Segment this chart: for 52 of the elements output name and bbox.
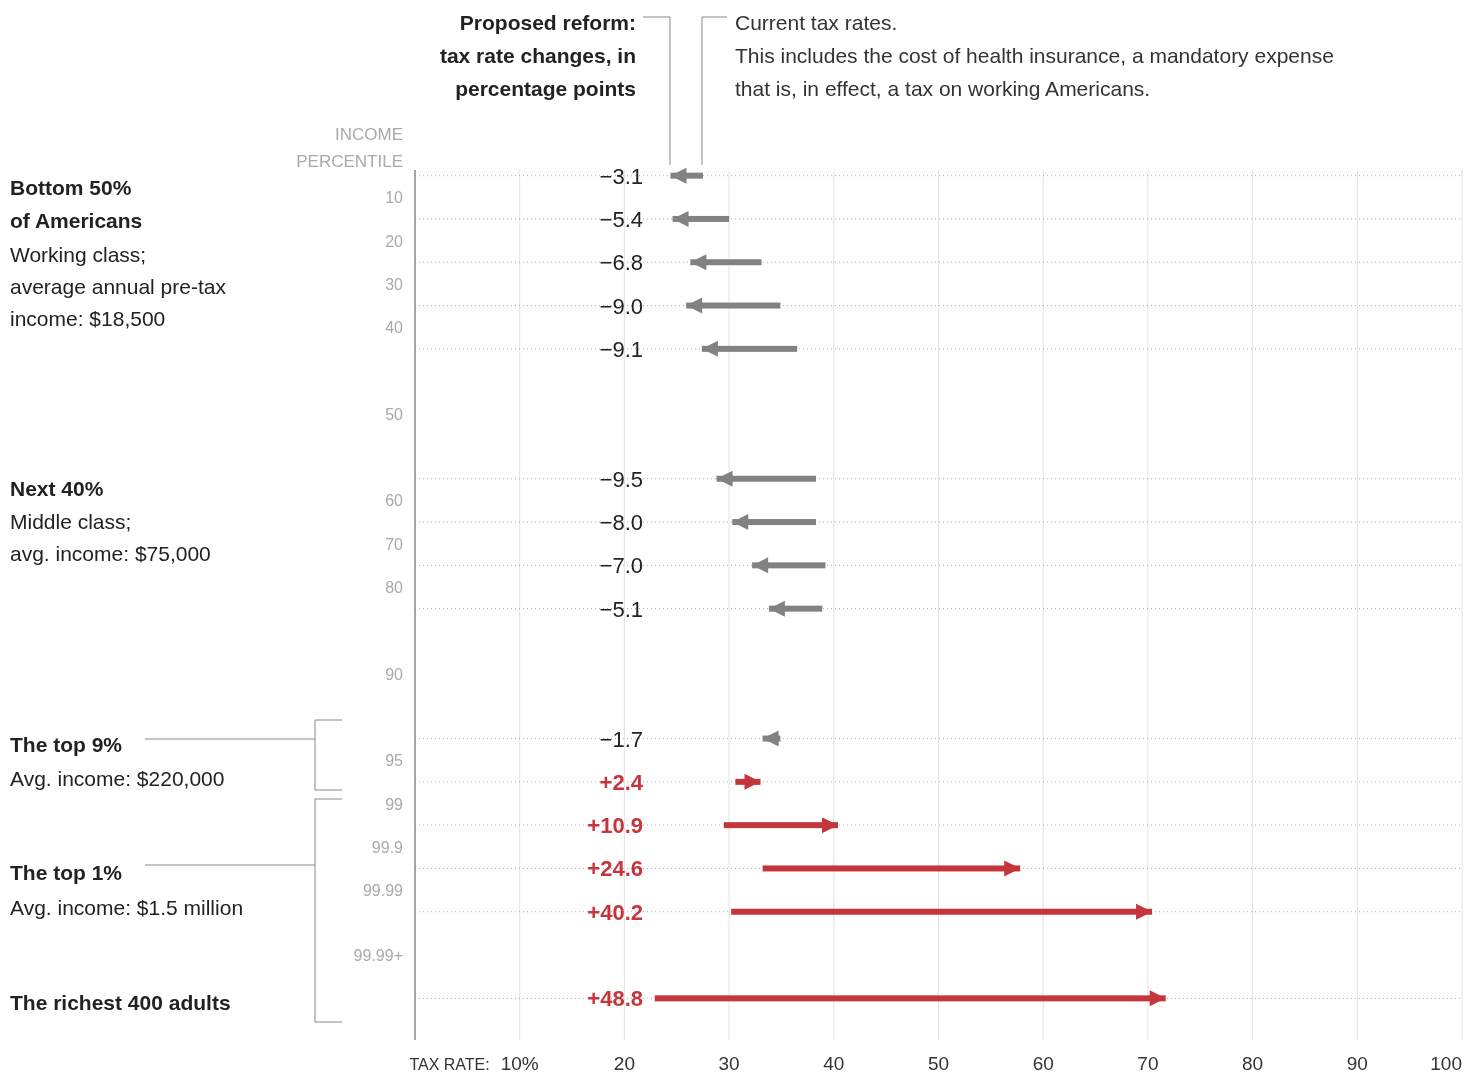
x-tick-label: 50: [927, 1053, 950, 1074]
data-label: +2.4: [599, 769, 644, 795]
text: Next 40%: [10, 477, 104, 500]
text: 40: [385, 319, 404, 337]
text: Bottom 50% of Americans: [10, 176, 143, 232]
x-tick-label: 100: [1430, 1053, 1462, 1074]
x-tick-label: 40: [823, 1053, 845, 1074]
text: 95: [385, 752, 404, 770]
text: 30: [385, 275, 404, 293]
text: Middle class; avg. income: $75,000: [10, 510, 211, 565]
data-label: −5.4: [599, 206, 643, 232]
text: The top 9%: [10, 733, 123, 756]
text: The top 1%: [10, 861, 123, 884]
x-axis-title: TAX RATE:: [409, 1056, 490, 1073]
x-tick-label: 70: [1137, 1053, 1159, 1074]
data-label: −1.7: [599, 726, 643, 752]
data-label: −9.1: [599, 336, 643, 362]
text: 99.9: [371, 838, 404, 856]
x-tick-label: 90: [1346, 1053, 1368, 1074]
x-tick-label: 30: [718, 1053, 740, 1074]
text: 99.99: [362, 882, 404, 900]
text: 99: [385, 795, 404, 813]
text: 99.99+: [353, 947, 403, 965]
text: Avg. income: $1.5 million: [10, 896, 244, 919]
text: 70: [385, 535, 404, 553]
text: Working class; average annual pre-tax income: $18,500: [10, 243, 227, 330]
x-tick-label: 60: [1032, 1053, 1054, 1074]
text: The richest 400 adults: [10, 991, 231, 1014]
text: Current tax rates. This includes the cost of health insurance, a mandatory expense that is, in effect, a tax on working Americans.: [735, 11, 1334, 100]
data-label: −5.1: [599, 596, 643, 622]
text: 80: [385, 579, 404, 596]
data-label: −8.0: [599, 510, 643, 536]
x-tick-label: 10%: [500, 1053, 539, 1074]
text: Proposed reform: tax rate changes, in percentage points: [439, 11, 636, 100]
text: 50: [385, 405, 404, 423]
data-label: +40.2: [587, 899, 643, 925]
data-label: −9.5: [599, 466, 643, 492]
text: 60: [385, 492, 404, 510]
data-label: −7.0: [599, 553, 643, 579]
text: 90: [385, 665, 404, 683]
data-label: +10.9: [587, 813, 643, 839]
data-label: −6.8: [599, 250, 643, 276]
x-tick-label: 20: [613, 1053, 635, 1074]
data-label: −9.0: [599, 293, 643, 319]
text: 20: [385, 232, 404, 250]
text: Avg. income: $220,000: [10, 767, 225, 790]
data-label: +48.8: [587, 986, 643, 1012]
x-tick-label: 80: [1242, 1053, 1264, 1074]
data-label: +24.6: [587, 856, 643, 882]
data-label: −3.1: [599, 163, 643, 189]
y-axis-title: INCOME PERCENTILE: [296, 125, 403, 171]
text: 10: [385, 189, 404, 207]
